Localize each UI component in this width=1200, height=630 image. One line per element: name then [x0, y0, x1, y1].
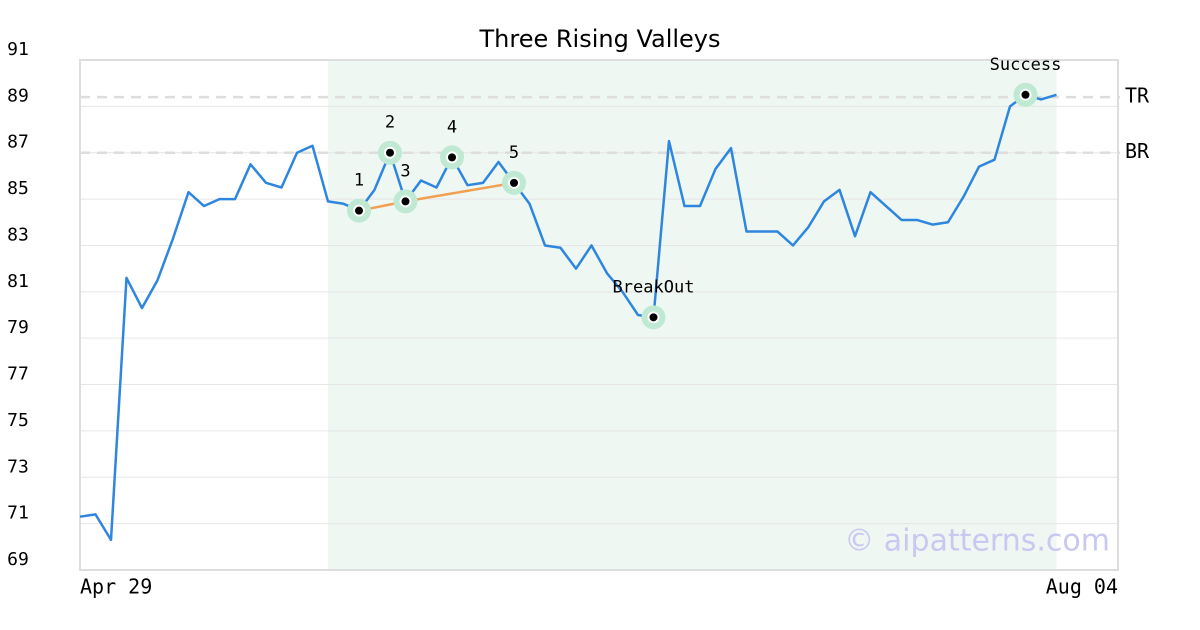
y-tick-label: 81: [7, 271, 29, 292]
x-axis-start-label: Apr 29: [80, 575, 152, 599]
point-marker: [399, 195, 412, 208]
plot-frame: [79, 59, 1119, 571]
y-tick-label: 75: [7, 410, 29, 431]
annotation-label: 5: [509, 143, 519, 163]
y-tick-label: 79: [7, 317, 29, 338]
point-marker: [446, 151, 458, 164]
point-marker: [1019, 88, 1032, 101]
y-tick-label: 83: [7, 224, 29, 245]
y-tick-label: 69: [7, 549, 29, 570]
chart-title: Three Rising Valleys: [478, 25, 720, 53]
y-tick-label: 89: [7, 85, 29, 106]
annotation-label: 3: [400, 161, 410, 181]
annotation-label: BreakOut: [613, 277, 695, 297]
y-tick-label: 85: [7, 178, 29, 199]
point-marker: [384, 146, 396, 159]
annotation-label: Success: [990, 55, 1062, 75]
annotation-label: 4: [447, 117, 457, 137]
y-tick-label: 71: [7, 503, 29, 524]
x-axis-end-label: Aug 04: [1046, 575, 1118, 599]
point-marker: [647, 311, 660, 324]
y-tick-label: 91: [7, 39, 29, 60]
pattern-region: [328, 60, 1057, 570]
annotation-label: 2: [385, 113, 395, 133]
point-marker: [508, 176, 520, 189]
point-marker: [353, 204, 365, 217]
reference-label: TR: [1125, 84, 1150, 108]
watermark: © aipatterns.com: [844, 524, 1110, 559]
annotation-label: 1: [354, 171, 364, 191]
y-tick-label: 77: [7, 364, 29, 385]
y-tick-label: 87: [7, 132, 29, 153]
reference-label: BR: [1125, 139, 1150, 163]
y-tick-label: 73: [7, 456, 29, 477]
price-line: [79, 93, 1057, 542]
